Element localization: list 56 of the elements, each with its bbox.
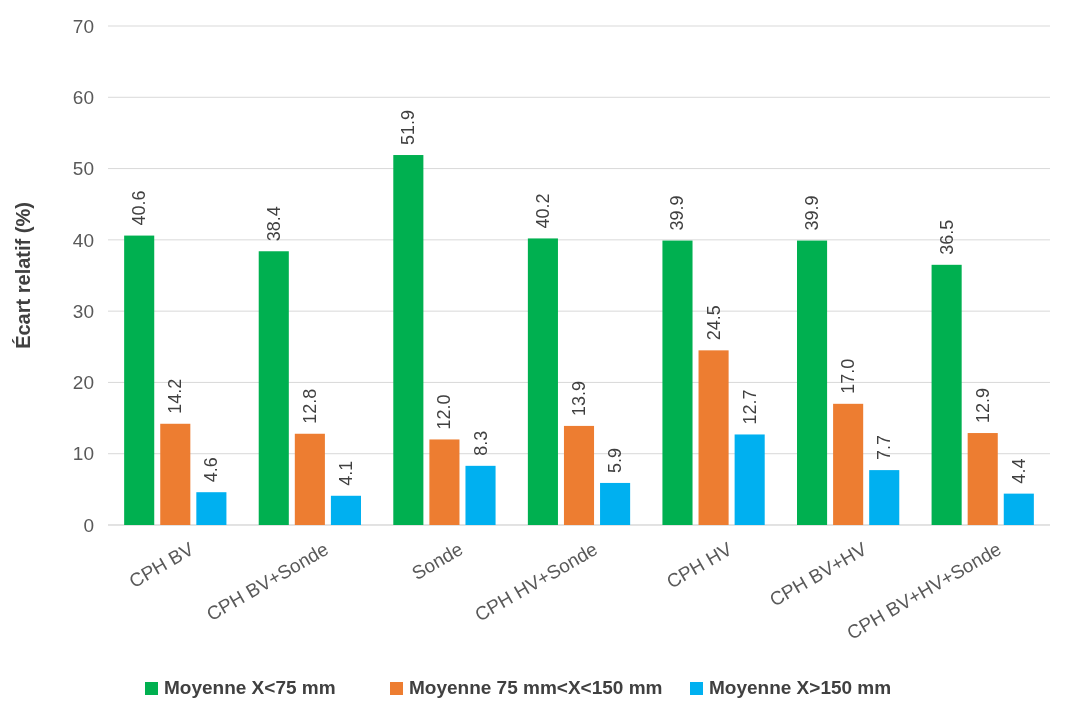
bar (258, 251, 289, 525)
y-tick-label: 60 (72, 86, 94, 108)
bar (294, 433, 325, 525)
y-tick-label: 50 (72, 158, 94, 180)
data-label: 8.3 (470, 430, 491, 456)
data-label: 4.1 (335, 460, 356, 486)
bar (967, 433, 998, 525)
y-tick-label: 20 (72, 372, 94, 394)
bar (393, 155, 424, 525)
bar (196, 492, 227, 525)
bar (563, 425, 595, 525)
y-tick-label: 10 (72, 443, 94, 465)
bar (869, 470, 900, 525)
data-label: 12.9 (972, 387, 993, 424)
data-label: 39.9 (667, 195, 688, 231)
data-label: 4.6 (201, 457, 222, 483)
data-label: 17.0 (838, 358, 859, 394)
data-label: 7.7 (874, 435, 895, 461)
data-label: 39.9 (802, 195, 823, 231)
data-label: 40.6 (129, 190, 150, 226)
x-tick-label: CPH BV (125, 538, 198, 592)
bar (330, 495, 361, 525)
bar (465, 465, 496, 525)
bar (662, 240, 693, 525)
data-label: 12.8 (299, 388, 320, 424)
bar (734, 434, 765, 525)
bar (1003, 493, 1034, 525)
bar (600, 482, 631, 525)
data-label: 38.4 (263, 206, 284, 242)
data-label: 12.0 (434, 394, 455, 430)
y-tick-label: 0 (83, 514, 94, 536)
data-label: 13.9 (569, 380, 589, 416)
y-tick-label: 40 (72, 229, 94, 251)
bar (698, 350, 729, 525)
data-label: 5.9 (605, 447, 626, 473)
bar (833, 403, 864, 525)
y-tick-label: 70 (72, 15, 94, 37)
data-label: 40.2 (532, 193, 553, 229)
bar (160, 423, 191, 525)
bar (527, 238, 558, 525)
legend-label: Moyenne X<75 mm (164, 677, 336, 698)
data-label: 24.5 (703, 305, 724, 341)
bar (797, 240, 828, 525)
y-tick-label: 30 (72, 300, 94, 322)
data-label: 4.4 (1008, 458, 1029, 484)
x-tick-label: CPH HV (662, 538, 736, 593)
legend-label: Moyenne X>150 mm (709, 677, 892, 698)
y-axis-title: Écart relatif (%) (12, 202, 34, 349)
data-label: 12.7 (739, 389, 760, 425)
legend-label: Moyenne 75 mm<X<150 mm (409, 677, 663, 698)
data-label: 14.2 (165, 378, 186, 414)
data-label: 36.5 (936, 219, 957, 255)
bar (429, 439, 460, 525)
bar (931, 264, 962, 525)
data-label: 51.9 (398, 109, 419, 146)
bar (124, 235, 155, 525)
